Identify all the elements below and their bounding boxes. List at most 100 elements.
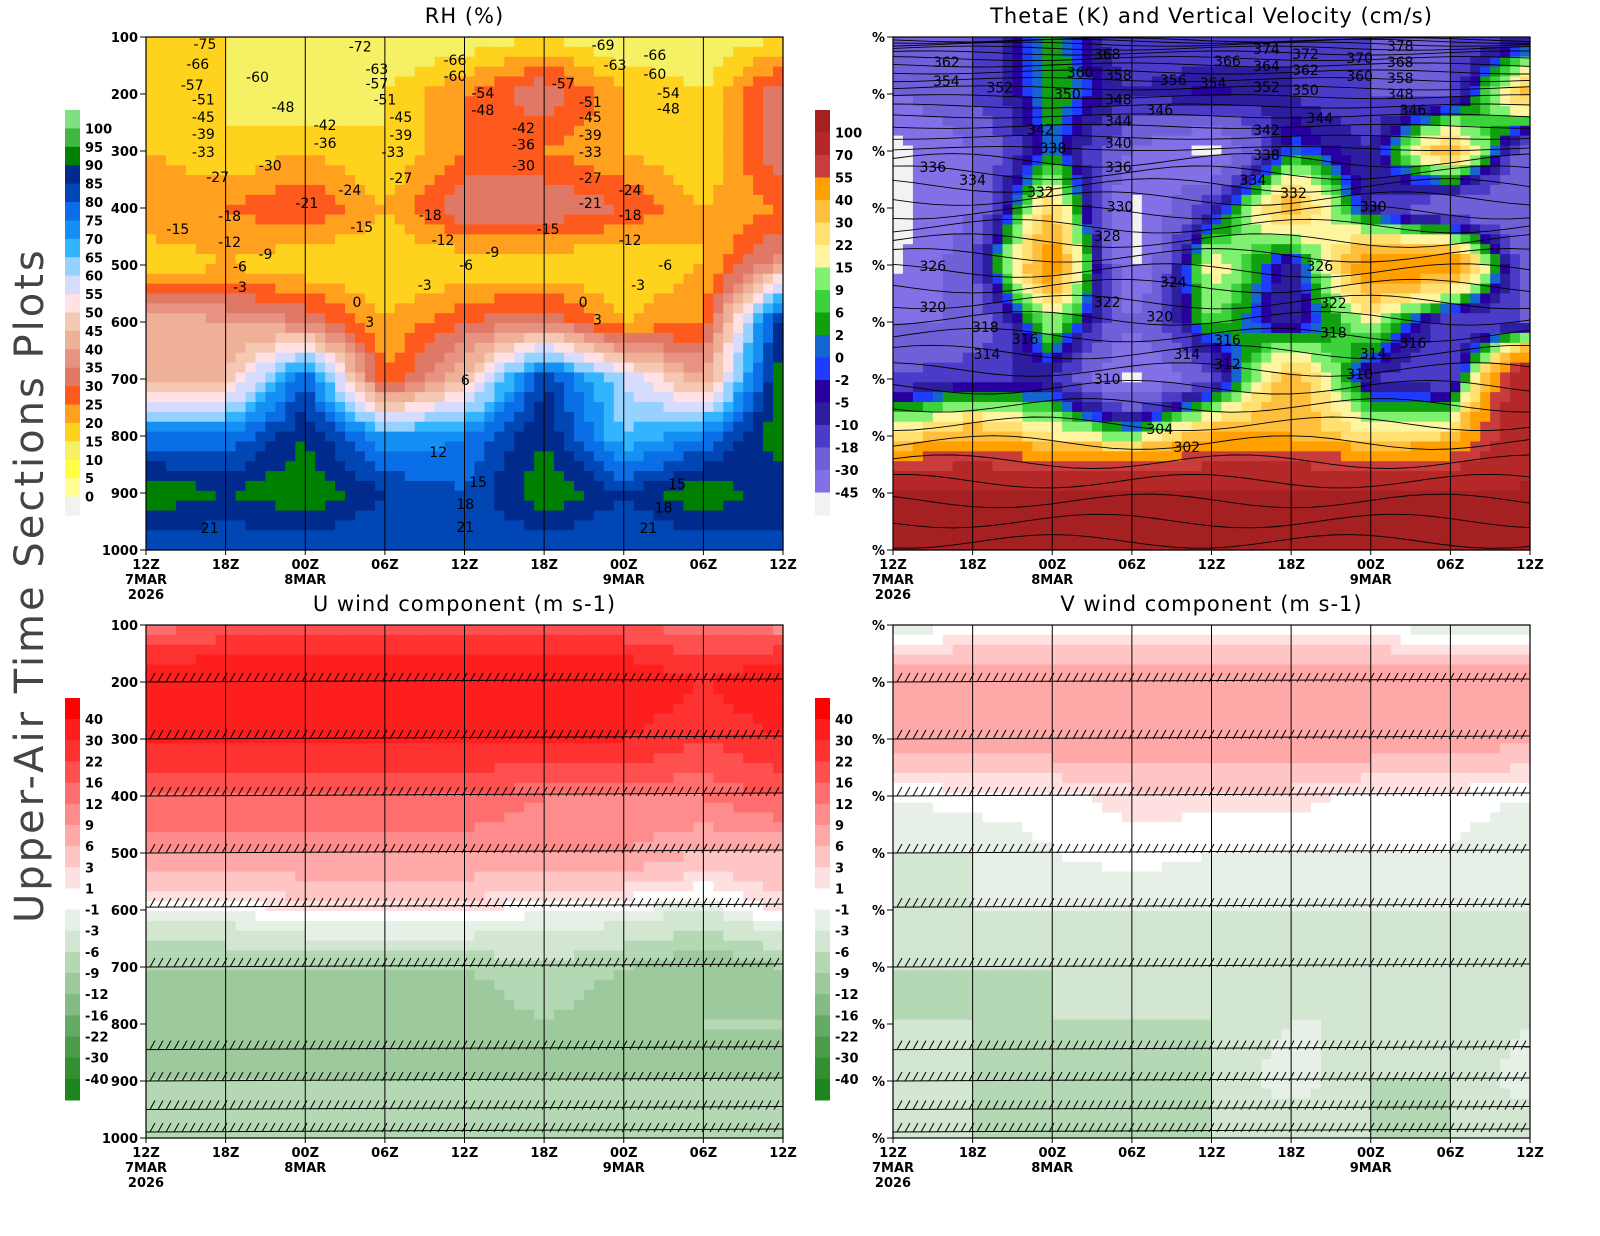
field-cell — [345, 520, 356, 531]
colorbar-box — [65, 165, 80, 185]
field-cell — [494, 421, 505, 433]
field-cell — [1121, 37, 1133, 48]
field-cell — [225, 421, 237, 433]
field-cell — [215, 145, 227, 156]
field-cell — [1002, 244, 1014, 255]
field-cell — [275, 530, 286, 541]
field-cell — [1231, 86, 1242, 97]
field-cell — [275, 96, 286, 107]
field-cell — [364, 471, 376, 482]
field-cell — [1261, 254, 1272, 265]
field-cell — [593, 490, 605, 502]
field-cell — [1131, 56, 1143, 68]
field-cell — [384, 411, 396, 423]
field-cell — [345, 283, 356, 295]
field-cell — [355, 165, 366, 176]
field-cell — [693, 234, 704, 245]
field-cell — [1032, 66, 1043, 78]
colorbar-label: 45 — [85, 325, 103, 340]
field-cell — [1261, 214, 1272, 226]
field-cell — [394, 421, 406, 433]
field-cell — [593, 520, 605, 531]
field-cell — [195, 46, 207, 58]
field-cell — [663, 244, 675, 255]
field-cell — [593, 411, 605, 423]
field-cell — [165, 214, 177, 226]
field-cell — [484, 323, 495, 334]
field-cell — [484, 471, 495, 482]
field-cell — [773, 352, 784, 364]
field-cell — [972, 66, 984, 78]
field-cell — [325, 540, 336, 551]
field-cell — [315, 471, 326, 482]
contour-label: -30 — [512, 158, 535, 174]
field-cell — [1340, 184, 1352, 196]
field-cell — [374, 194, 386, 206]
field-cell — [1072, 214, 1083, 226]
field-cell — [1390, 234, 1402, 245]
field-cell — [703, 500, 714, 512]
field-cell — [175, 441, 187, 452]
field-cell — [1370, 106, 1382, 117]
field-cell — [554, 115, 565, 127]
field-cell — [1092, 244, 1103, 255]
field-cell — [1390, 145, 1402, 156]
field-cell — [225, 372, 237, 383]
field-cell — [544, 37, 555, 48]
field-cell — [155, 66, 167, 78]
field-cell — [195, 56, 207, 68]
field-cell — [683, 165, 695, 176]
field-cell — [683, 204, 695, 216]
field-cell — [345, 214, 356, 226]
field-cell — [713, 155, 724, 166]
field-cell — [1440, 115, 1451, 127]
field-cell — [663, 490, 675, 502]
field-cell — [195, 471, 207, 482]
field-cell — [593, 194, 605, 206]
field-cell — [434, 194, 446, 206]
field-cell — [185, 500, 197, 512]
field-cell — [1360, 86, 1372, 97]
field-cell — [205, 244, 217, 255]
contour-label: -27 — [579, 171, 602, 187]
field-cell — [285, 46, 296, 58]
field-cell — [593, 500, 605, 512]
field-cell — [1062, 56, 1073, 68]
field-cell — [474, 480, 485, 492]
field-cell — [673, 106, 685, 117]
field-cell — [265, 273, 276, 285]
field-cell — [653, 313, 665, 324]
field-cell — [215, 194, 227, 206]
field-cell — [693, 480, 704, 492]
field-cell — [384, 332, 396, 344]
field-cell — [1281, 145, 1292, 156]
contour-label: 0 — [579, 295, 588, 311]
field-cell — [593, 125, 605, 137]
field-cell — [265, 530, 276, 541]
field-cell — [404, 244, 416, 255]
field-cell — [275, 106, 286, 117]
contour-label: -21 — [579, 196, 602, 212]
field-cell — [394, 471, 406, 482]
field-cell — [1340, 106, 1352, 117]
field-cell — [444, 451, 456, 462]
field-cell — [773, 273, 784, 285]
field-cell — [653, 96, 665, 107]
field-cell — [474, 273, 485, 285]
field-cell — [295, 135, 306, 147]
field-cell — [534, 421, 545, 433]
field-cell — [733, 66, 744, 78]
field-cell — [275, 441, 286, 452]
field-cell — [1490, 145, 1501, 156]
field-cell — [673, 461, 685, 472]
field-cell — [763, 96, 774, 107]
field-cell — [494, 411, 505, 423]
field-cell — [1161, 125, 1173, 137]
field-cell — [912, 96, 924, 107]
field-cell — [643, 96, 655, 107]
field-cell — [1082, 115, 1093, 127]
field-cell — [1440, 37, 1451, 48]
field-cell — [713, 135, 724, 147]
field-cell — [424, 372, 436, 383]
field-cell — [245, 471, 257, 482]
